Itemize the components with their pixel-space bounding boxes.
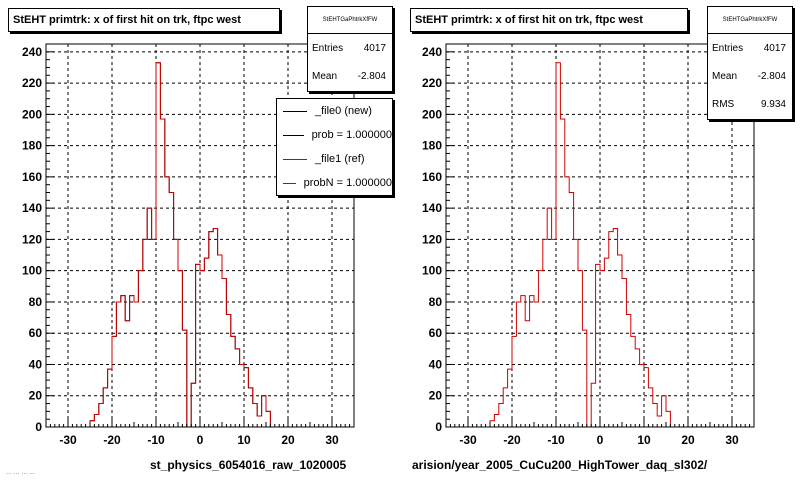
right-y-tick-label: 140	[422, 201, 442, 215]
legend-line-file0	[283, 110, 307, 112]
left-y-tick-label: 80	[29, 295, 43, 309]
legend-label-file1: _file1 (ref)	[315, 153, 365, 165]
left-y-tick-label: 60	[29, 326, 43, 340]
right-plot: -30 -20 -10 0 10 20 30 0 20 40 60 80 100 120 140 160 180…	[422, 43, 755, 447]
left-stats-header: StEHTGaPhtrkXfFW	[308, 7, 392, 34]
right-y-tick-label: 0	[435, 420, 442, 434]
right-y-tick-label: 200	[422, 107, 442, 121]
right-y-tick-label: 20	[429, 389, 443, 403]
legend-label-file0: _file0 (new)	[315, 105, 372, 117]
left-title-box: StEHT primtrk: x of first hit on trk, ft…	[8, 8, 280, 32]
legend: _file0 (new) prob = 1.000000 _file1 (ref…	[276, 98, 393, 196]
left-y-tick-label: 180	[22, 139, 42, 153]
left-title: StEHT primtrk: x of first hit on trk, ft…	[13, 14, 241, 26]
left-y-tick-label: 120	[22, 232, 42, 246]
left-stats-box: StEHTGaPhtrkXfFW Entries 4017 Mean -2.80…	[307, 6, 393, 92]
right-x-tick-label: -30	[459, 433, 477, 447]
left-stats-entries-value: 4017	[363, 42, 386, 54]
right-stats-rms-label: RMS	[712, 98, 735, 110]
right-y-tick-label: 60	[429, 326, 443, 340]
left-y-tick-label: 200	[22, 107, 42, 121]
right-stats-entries: Entries 4017	[708, 34, 792, 62]
right-y-tick-label: 180	[422, 139, 442, 153]
right-stats-box: StEHTGaPhtrkXfFW Entries 4017 Mean -2.80…	[707, 6, 793, 120]
left-y-tick-label: 220	[22, 76, 42, 90]
left-stats-mean-value: -2.804	[357, 70, 386, 82]
left-y-tick-label: 0	[35, 420, 42, 434]
left-y-tick-label: 160	[22, 170, 42, 184]
left-stats-mean: Mean -2.804	[308, 62, 392, 90]
left-x-tick-label: 10	[237, 433, 251, 447]
right-stats-mean-label: Mean	[712, 70, 738, 82]
right-y-tick-label: 40	[429, 357, 443, 371]
right-stats-rms-value: 9.934	[760, 98, 786, 110]
right-y-tick-label: 80	[429, 295, 443, 309]
right-x-tick-label: 30	[725, 433, 739, 447]
right-x-tick-label: 0	[597, 433, 604, 447]
legend-line-file1	[283, 158, 307, 160]
legend-entry-probn: probN = 1.000000	[277, 171, 392, 195]
left-plot: -30 -20 -10 0 10 20 30 0 20 40 60 80 100 120 140 160 180…	[22, 43, 355, 447]
left-y-tick-label: 140	[22, 201, 42, 215]
right-x-axis-label: arision/year_2005_CuCu200_HighTower_daq_…	[412, 458, 708, 472]
left-stats-mean-label: Mean	[312, 70, 338, 82]
left-y-tick-label: 240	[22, 45, 42, 59]
legend-line-prob	[283, 134, 304, 136]
right-y-tick-label: 100	[422, 264, 442, 278]
left-y-tick-label: 100	[22, 264, 42, 278]
legend-entry-file0: _file0 (new)	[277, 99, 392, 123]
legend-entry-prob: prob = 1.000000	[277, 123, 392, 147]
right-title-box: StEHT primtrk: x of first hit on trk, ft…	[410, 8, 688, 32]
left-x-axis-label: st_physics_6054016_raw_1020005	[150, 458, 347, 472]
right-stats-entries-label: Entries	[712, 42, 744, 54]
left-stats-entries-label: Entries	[312, 42, 344, 54]
left-x-tick-label: -10	[147, 433, 165, 447]
right-y-tick-label: 160	[422, 170, 442, 184]
right-x-tick-label: -10	[547, 433, 565, 447]
right-y-tick-label: 220	[422, 76, 442, 90]
right-stats-entries-value: 4017	[763, 42, 786, 54]
left-y-tick-label: 20	[29, 389, 43, 403]
legend-line-probn	[283, 182, 296, 184]
left-x-tick-label: 0	[197, 433, 204, 447]
right-title: StEHT primtrk: x of first hit on trk, ft…	[415, 14, 643, 26]
right-x-tick-label: 20	[681, 433, 695, 447]
right-x-tick-label: 10	[637, 433, 651, 447]
left-x-tick-label: 30	[325, 433, 339, 447]
right-y-tick-label: 120	[422, 232, 442, 246]
right-stats-mean-value: -2.804	[757, 70, 786, 82]
left-y-tick-label: 40	[29, 357, 43, 371]
right-stats-rms: RMS 9.934	[708, 90, 792, 118]
right-stats-header: StEHTGaPhtrkXfFW	[708, 7, 792, 34]
footer-text: … … … …	[6, 470, 36, 476]
legend-label-probn: probN = 1.000000	[303, 177, 392, 189]
right-stats-mean: Mean -2.804	[708, 62, 792, 90]
left-stats-entries: Entries 4017	[308, 34, 392, 62]
legend-entry-file1: _file1 (ref)	[277, 147, 392, 171]
left-x-tick-label: 20	[281, 433, 295, 447]
right-y-tick-label: 240	[422, 45, 442, 59]
left-x-tick-label: -20	[103, 433, 121, 447]
legend-label-prob: prob = 1.000000	[311, 129, 392, 141]
right-x-tick-label: -20	[503, 433, 521, 447]
left-x-tick-label: -30	[59, 433, 77, 447]
